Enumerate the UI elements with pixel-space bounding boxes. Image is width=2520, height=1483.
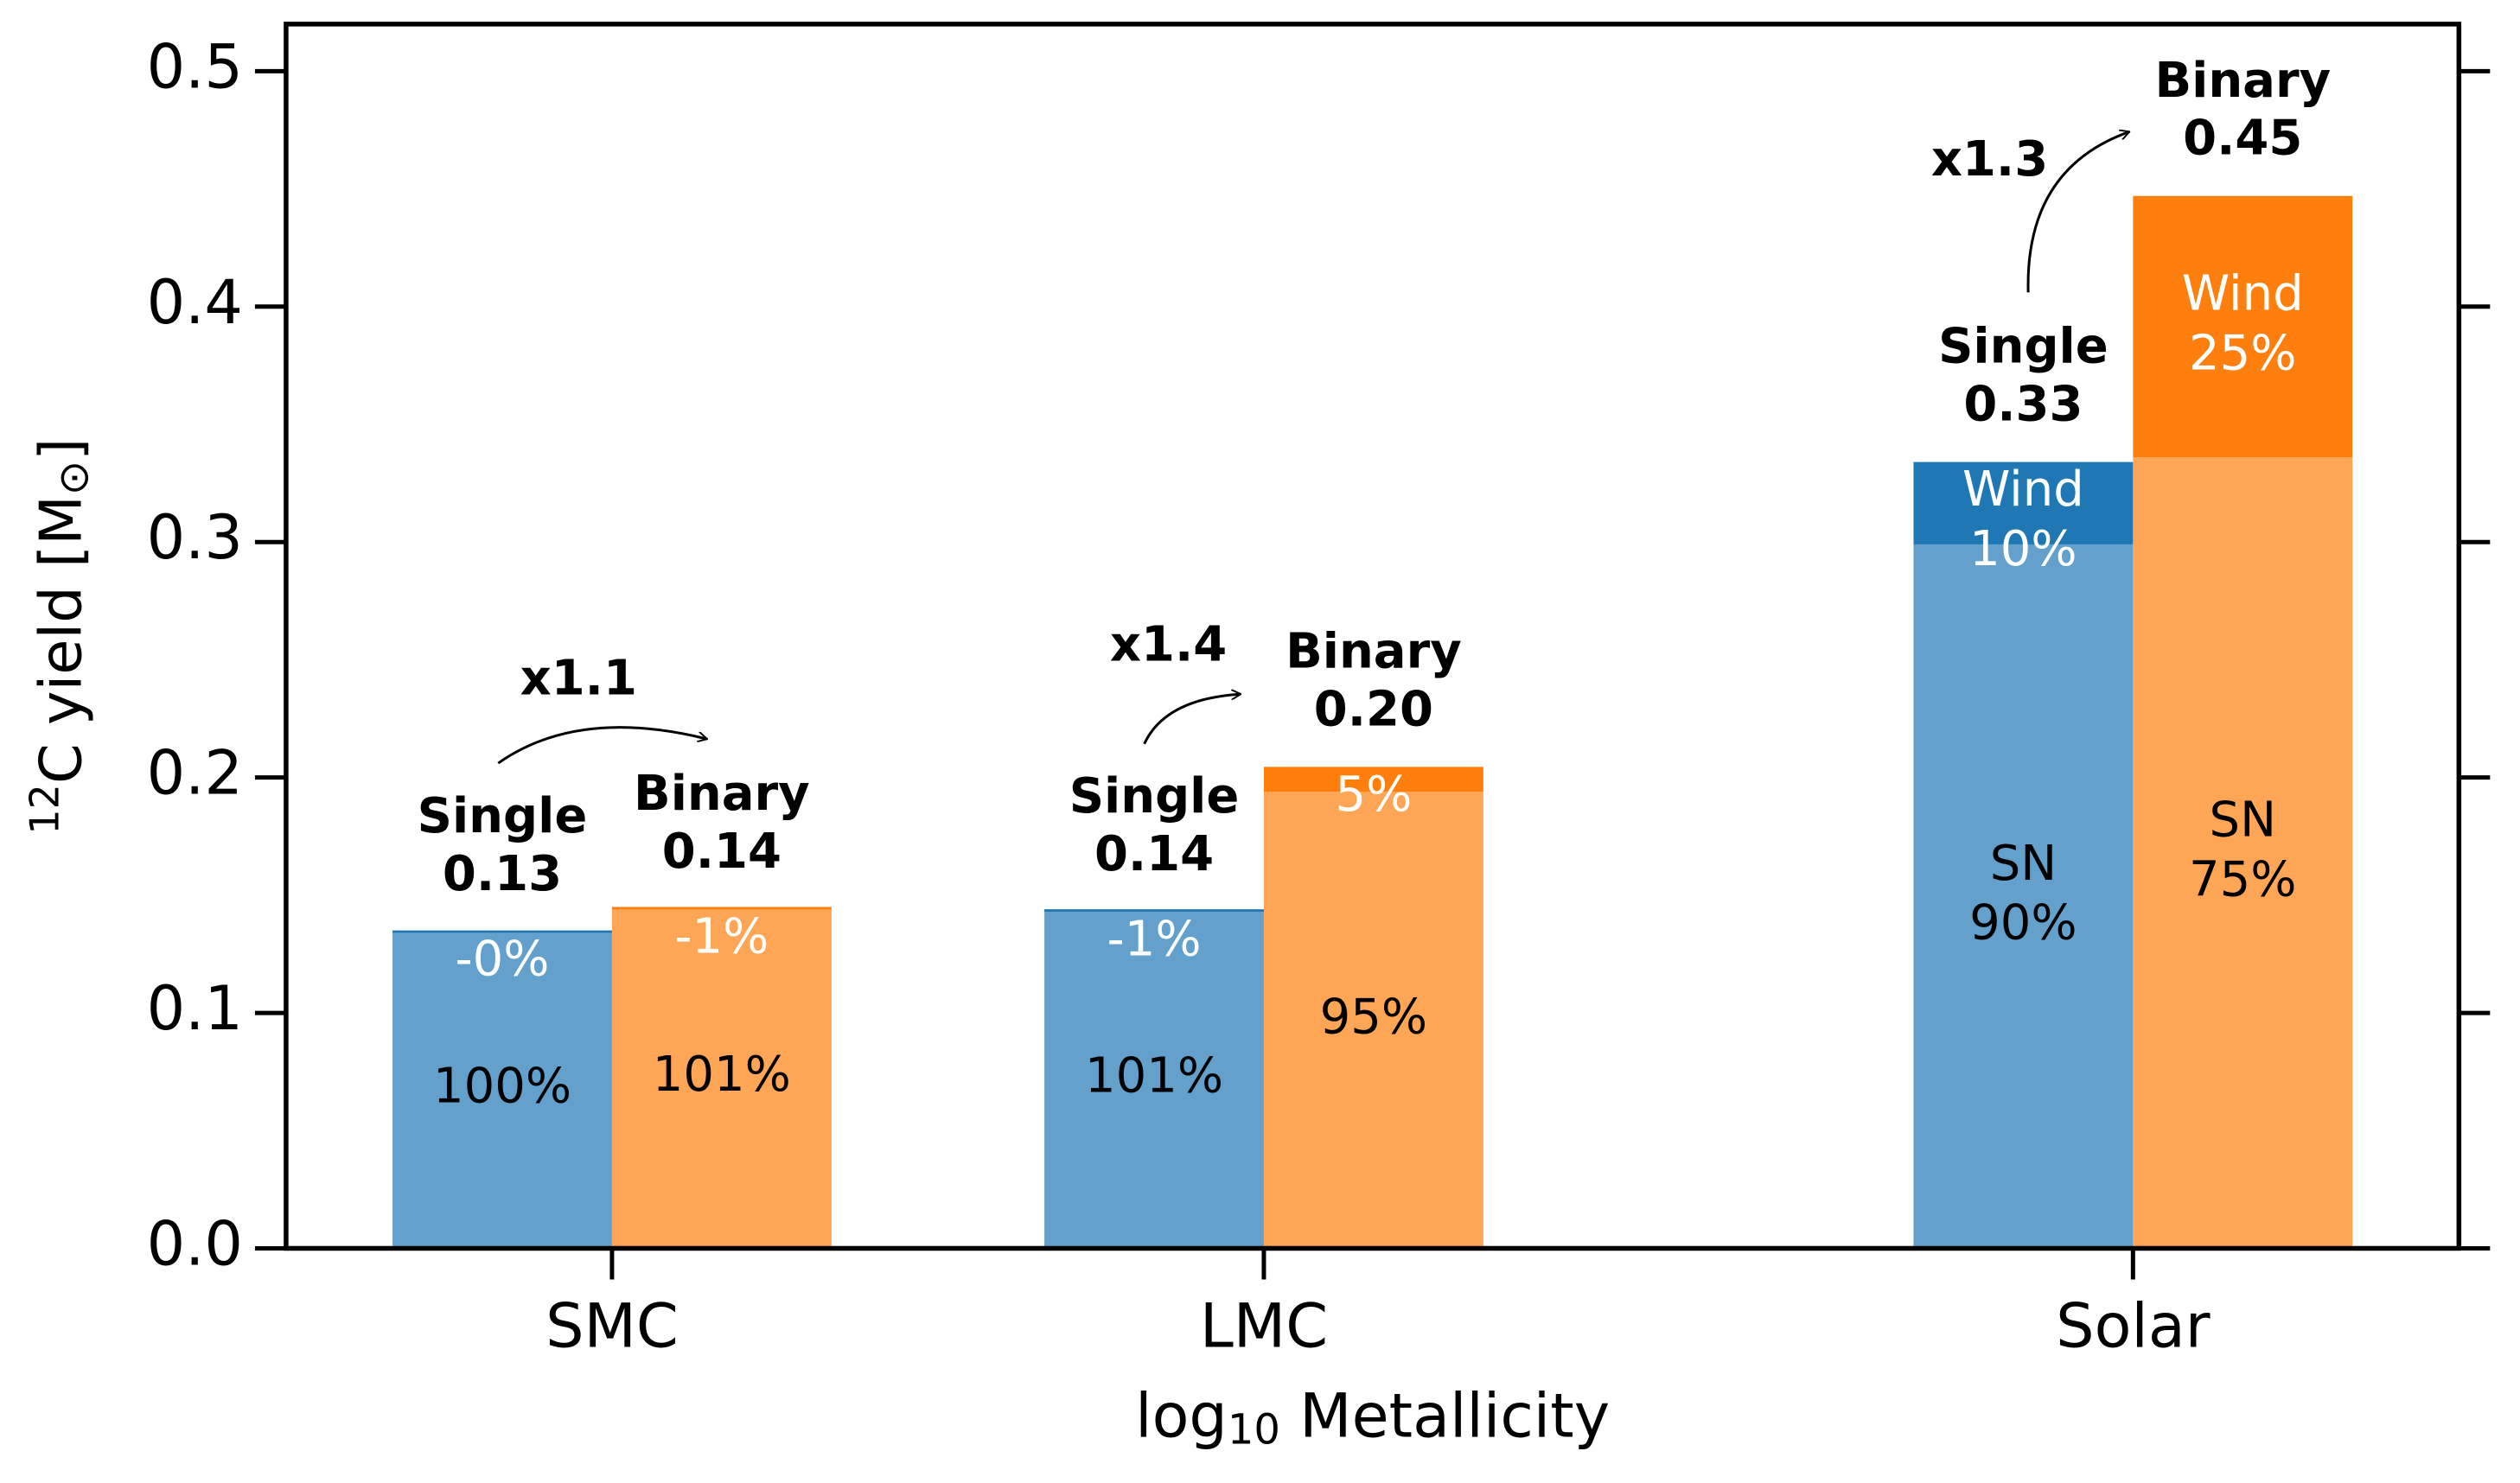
y-label-sub: ⊙ — [49, 461, 98, 495]
segment-label: 90% — [1969, 895, 2077, 952]
y-tick-label: 0.3 — [147, 502, 243, 573]
ratio-arrow — [1143, 694, 1241, 745]
bar-segment — [1263, 767, 1483, 792]
segment-label: 25% — [2189, 325, 2296, 381]
segment-label: 10% — [1969, 521, 2077, 577]
x-label-sub: 10 — [1228, 1405, 1280, 1454]
ratio-label: x1.3 — [1931, 131, 2048, 188]
segment-label: 101% — [1085, 1047, 1223, 1104]
y-tick-label: 0.4 — [147, 267, 243, 338]
x-tick-label: LMC — [1200, 1290, 1328, 1361]
bar-segment — [392, 930, 612, 1249]
bar-segment — [1913, 544, 2134, 1249]
segment-label: Wind — [2182, 266, 2304, 322]
segment-label: Wind — [1962, 461, 2084, 518]
y-tick-label: 0.2 — [147, 738, 243, 809]
segment-label: SN — [1990, 836, 2057, 892]
bar-segment — [1913, 461, 2134, 544]
y-tick-label: 0.0 — [147, 1209, 243, 1280]
segment-label: -0% — [455, 932, 549, 988]
total-label: Single — [1938, 319, 2109, 375]
total-label: Binary — [2154, 53, 2331, 109]
bar-segment — [611, 907, 832, 910]
total-label: Single — [1069, 768, 1240, 824]
x-label-part: Metallicity — [1280, 1380, 1610, 1451]
bar-segment — [1044, 909, 1264, 912]
ratio-arrow — [2026, 131, 2129, 293]
ratio-label: x1.1 — [520, 650, 637, 706]
x-tick-label: SMC — [545, 1290, 679, 1361]
total-label: 0.14 — [1094, 826, 1214, 882]
segment-label: 101% — [653, 1047, 791, 1103]
total-label: 0.13 — [443, 846, 562, 902]
y-axis-label: 12C yield [M⊙] — [21, 438, 99, 835]
segment-label: 100% — [433, 1059, 571, 1115]
y-tick-label: 0.1 — [147, 973, 243, 1044]
segment-label: -1% — [1107, 911, 1202, 967]
bar-segment — [611, 907, 832, 1249]
bar-segment — [1044, 909, 1264, 1249]
ratio-arrow — [497, 726, 707, 765]
ratio-label: x1.4 — [1110, 616, 1227, 672]
total-label: 0.14 — [662, 824, 782, 880]
y-label-part: C yield [M — [27, 495, 94, 784]
bar-segment — [2133, 195, 2353, 458]
total-label: 0.45 — [2183, 111, 2302, 167]
segment-label: 75% — [2189, 851, 2296, 907]
bar-segment — [2133, 457, 2353, 1249]
segment-label: -1% — [674, 909, 769, 965]
total-label: Binary — [1286, 623, 1462, 679]
bar-segment — [1263, 791, 1483, 1249]
y-tick-label: 0.5 — [147, 31, 243, 102]
plot-frame — [284, 22, 2462, 1251]
total-label: Binary — [634, 766, 810, 822]
total-label: 0.20 — [1314, 681, 1433, 737]
segment-label: SN — [2210, 792, 2276, 849]
y-label-part: ] — [27, 438, 94, 461]
segment-label: 5% — [1335, 767, 1412, 823]
total-label: 0.33 — [1963, 377, 2083, 433]
x-label-part: log — [1135, 1380, 1228, 1451]
x-axis-label: log10 Metallicity — [1135, 1380, 1610, 1454]
total-label: Single — [418, 788, 588, 844]
x-tick-label: Solar — [2056, 1290, 2211, 1361]
segment-label: 95% — [1320, 989, 1427, 1045]
y-label-sup: 12 — [21, 784, 67, 835]
bar-segment — [392, 930, 612, 933]
